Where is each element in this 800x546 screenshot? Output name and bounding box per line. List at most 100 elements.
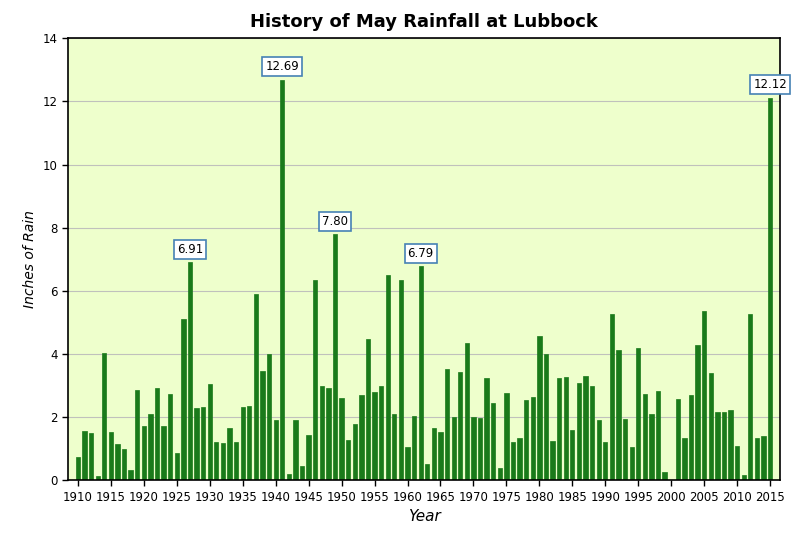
Bar	[214, 442, 218, 480]
Bar	[379, 385, 383, 480]
Bar	[504, 393, 509, 480]
Bar	[406, 447, 410, 480]
Text: 6.91: 6.91	[177, 243, 203, 256]
Bar	[122, 449, 126, 480]
Bar	[174, 453, 179, 480]
Bar	[518, 437, 522, 480]
Bar	[478, 418, 482, 480]
Bar	[267, 354, 271, 480]
Title: History of May Rainfall at Lubbock: History of May Rainfall at Lubbock	[250, 13, 598, 31]
Bar	[729, 410, 733, 480]
Bar	[286, 473, 291, 480]
Bar	[682, 438, 686, 480]
Bar	[182, 319, 186, 480]
Bar	[768, 98, 772, 480]
Bar	[650, 414, 654, 480]
Bar	[676, 399, 680, 480]
Bar	[95, 476, 100, 480]
Y-axis label: Inches of Rain: Inches of Rain	[23, 210, 37, 308]
Bar	[201, 407, 206, 480]
Bar	[610, 314, 614, 480]
Bar	[241, 407, 245, 480]
Bar	[742, 475, 746, 480]
Bar	[471, 417, 475, 480]
Bar	[234, 442, 238, 480]
Bar	[194, 408, 198, 480]
Bar	[524, 400, 528, 480]
Bar	[346, 440, 350, 480]
Bar	[142, 426, 146, 480]
Bar	[89, 434, 94, 480]
Bar	[155, 388, 159, 480]
Bar	[353, 424, 357, 480]
Bar	[339, 397, 344, 480]
Bar	[168, 394, 172, 480]
Bar	[320, 385, 324, 480]
Bar	[597, 420, 601, 480]
Bar	[754, 438, 759, 480]
Bar	[274, 419, 278, 480]
Bar	[458, 372, 462, 480]
Bar	[616, 349, 621, 480]
Bar	[709, 373, 713, 480]
Bar	[148, 414, 153, 480]
Bar	[715, 412, 719, 480]
Bar	[260, 371, 265, 480]
Bar	[735, 446, 739, 480]
Bar	[438, 432, 442, 480]
Bar	[115, 444, 119, 480]
Bar	[392, 414, 397, 480]
Bar	[82, 431, 86, 480]
Bar	[162, 426, 166, 480]
Bar	[359, 395, 363, 480]
Bar	[227, 428, 232, 480]
Bar	[280, 80, 285, 480]
Bar	[432, 429, 436, 480]
Bar	[485, 378, 489, 480]
Text: 7.80: 7.80	[322, 215, 348, 228]
Bar	[583, 376, 588, 480]
Bar	[76, 458, 80, 480]
Bar	[418, 266, 423, 480]
Bar	[425, 464, 430, 480]
Bar	[207, 384, 212, 480]
Bar	[386, 275, 390, 480]
Text: 6.79: 6.79	[407, 247, 434, 260]
Bar	[748, 314, 753, 480]
Bar	[445, 369, 450, 480]
Bar	[656, 391, 660, 480]
Bar	[550, 441, 554, 480]
Bar	[247, 406, 251, 480]
Bar	[702, 311, 706, 480]
X-axis label: Year: Year	[408, 509, 440, 525]
Text: 12.12: 12.12	[754, 78, 787, 91]
Bar	[563, 377, 568, 480]
Bar	[451, 417, 456, 480]
Bar	[642, 394, 647, 480]
Bar	[689, 395, 693, 480]
Bar	[557, 378, 562, 480]
Bar	[722, 412, 726, 480]
Bar	[538, 336, 542, 480]
Bar	[188, 262, 192, 480]
Bar	[570, 430, 574, 480]
Bar	[398, 280, 403, 480]
Bar	[530, 397, 535, 480]
Bar	[623, 419, 627, 480]
Bar	[544, 354, 548, 480]
Bar	[326, 388, 330, 480]
Bar	[294, 420, 298, 480]
Bar	[102, 353, 106, 480]
Bar	[129, 470, 133, 480]
Bar	[603, 442, 607, 480]
Bar	[511, 442, 515, 480]
Bar	[695, 345, 700, 480]
Bar	[762, 436, 766, 480]
Bar	[577, 383, 581, 480]
Bar	[630, 447, 634, 480]
Bar	[221, 443, 225, 480]
Bar	[135, 390, 139, 480]
Bar	[465, 343, 469, 480]
Bar	[491, 403, 495, 480]
Bar	[412, 416, 416, 480]
